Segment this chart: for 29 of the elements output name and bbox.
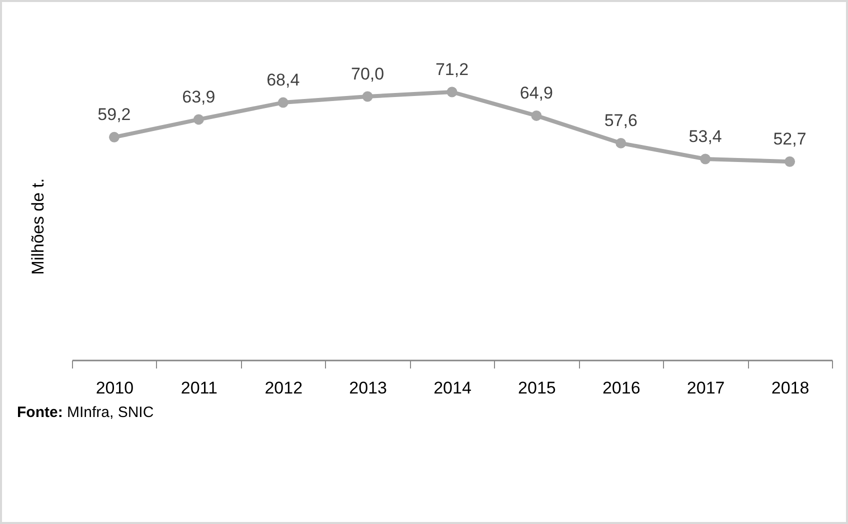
point — [784, 156, 796, 167]
x-tick-label: 2012 — [264, 378, 303, 398]
data-label: 71,2 — [435, 60, 469, 79]
data-label: 68,4 — [266, 70, 300, 90]
point — [700, 154, 711, 164]
data-label: 64,9 — [520, 84, 553, 103]
x-tick-label: 2013 — [349, 378, 387, 398]
point — [278, 97, 288, 108]
data-label: 53,4 — [688, 127, 722, 146]
x-tick-label: 2018 — [771, 378, 810, 398]
data-label: 52,7 — [773, 130, 806, 149]
point — [108, 132, 120, 142]
source-note: Fonte: MInfra, SNIC — [17, 404, 154, 421]
point — [616, 138, 626, 148]
x-tick-label: 2014 — [434, 378, 472, 398]
x-tick-label: 2017 — [686, 378, 725, 398]
point — [531, 110, 542, 121]
x-tick-label: 2016 — [602, 378, 640, 398]
x-tick-label: 2011 — [180, 378, 218, 398]
x-tick-label: 2015 — [518, 378, 556, 398]
x-tick-label: 2010 — [96, 378, 134, 398]
point — [193, 114, 204, 125]
data-label: 70,0 — [351, 64, 384, 84]
data-label: 63,9 — [182, 87, 216, 106]
y-axis-title: Milhões de t. — [28, 178, 48, 275]
data-label: 59,2 — [98, 105, 131, 124]
data-label: 57,6 — [604, 111, 638, 130]
point — [362, 91, 373, 102]
point — [446, 86, 458, 98]
